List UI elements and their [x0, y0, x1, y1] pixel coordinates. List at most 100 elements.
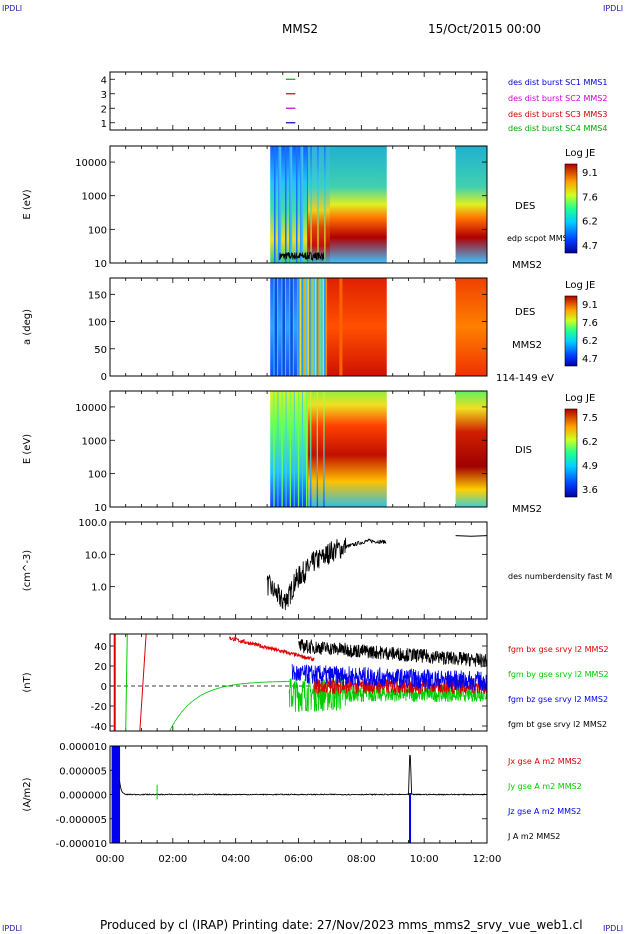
spectrogram-column: [292, 146, 297, 263]
legend-entry: Jz gse A m2 MMS2: [507, 807, 581, 816]
spectrogram-column: [329, 146, 387, 263]
y-tick-label: 0.000010: [59, 742, 107, 753]
spectrogram-column: [293, 278, 298, 376]
spectrogram-column: [282, 391, 286, 507]
spectrogram-column: [274, 391, 278, 507]
footer-text: Produced by cl (IRAP) Printing date: 27/…: [100, 918, 583, 932]
corner-label-tl: IPDLI: [2, 4, 22, 13]
colorbar-tick-label: 6.2: [582, 217, 598, 228]
spectrogram-column: [306, 146, 309, 263]
legend-entry: des numberdensity fast M: [508, 572, 612, 581]
time-tick-label: 08:00: [347, 854, 376, 865]
spectrogram-column: [292, 278, 295, 376]
jz-spike: [111, 746, 121, 843]
y-tick-label: 40: [94, 642, 107, 653]
spectrogram-column: [278, 146, 280, 263]
spectrogram-column: [290, 146, 293, 263]
spectrogram-column: [316, 278, 319, 376]
spectrogram-column: [315, 278, 317, 376]
panel-des-pitch: 0 50 100 150 a (deg) DES MMS2 114-149 eV Log JE 9…: [22, 277, 598, 384]
colorbar: [564, 163, 578, 254]
spectrogram-column: [289, 391, 292, 507]
time-tick-label: 04:00: [221, 854, 250, 865]
panel-density: 1.0 10.0 100.0 (cm^-3) des numberdensity fas…: [22, 518, 612, 620]
y-axis-label: (nT): [22, 672, 33, 692]
legend-entry: des dist burst SC1 MMS1: [508, 78, 607, 87]
spectrogram-column: [301, 146, 304, 263]
spectrogram-column: [295, 146, 298, 263]
legend-entry: Jy gse A m2 MMS2: [507, 782, 582, 791]
y-tick-label: -20: [91, 702, 107, 713]
y-tick-label: 100: [88, 318, 107, 329]
y-tick-label: 10.0: [85, 550, 107, 561]
spectrogram-column: [321, 278, 323, 376]
colorbar-tick-label: 7.5: [582, 413, 598, 424]
spectrogram-column: [455, 278, 488, 376]
spectrogram-column: [298, 278, 299, 376]
spectrogram-column: [278, 278, 282, 376]
spectrogram-column: [311, 146, 316, 263]
spectrogram-column: [289, 146, 291, 263]
spectrogram-column: [301, 278, 304, 376]
y-tick-label: 100.0: [78, 518, 107, 529]
y-tick-label: 10000: [75, 403, 107, 414]
y-tick-label: 1000: [82, 192, 107, 203]
y-tick-label: 1: [101, 119, 107, 130]
y-tick-label: 10: [94, 259, 107, 270]
time-tick-label: 00:00: [96, 854, 125, 865]
spectrogram-column: [326, 278, 340, 376]
spectrogram-column: [279, 146, 282, 263]
spectrogram-column: [306, 278, 308, 376]
spectrogram-column: [281, 391, 284, 507]
overlay-label: edp scpot MMS2: [507, 234, 573, 243]
spectrogram-column: [296, 278, 299, 376]
spectrogram-column: [270, 146, 275, 263]
corner-label-br: IPDLI: [603, 924, 623, 933]
spacecraft-label: MMS2: [512, 340, 542, 351]
spectrogram-column: [318, 146, 323, 263]
spectrogram-column: [318, 278, 321, 376]
y-axis-label: (cm^-3): [22, 550, 33, 591]
spectrogram-column: [324, 391, 329, 507]
spectrogram-column: [278, 391, 282, 507]
y-tick-label: 10: [94, 503, 107, 514]
y-tick-label: 10000: [75, 158, 107, 169]
panel-field: -40 -20 0 20 40 (nT) fgm bx gse srvy l2 MMS2 fg…: [22, 633, 609, 733]
spectrogram-column: [306, 391, 308, 507]
y-tick-label: -40: [91, 722, 107, 733]
spectrogram-column: [300, 146, 302, 263]
spectrogram-column: [307, 146, 311, 263]
colorbar-tick-label: 7.6: [582, 318, 598, 329]
spectrogram-column: [293, 391, 296, 507]
spectrogram-column: [286, 391, 291, 507]
panel-frame: [109, 145, 488, 264]
spectrogram-column: [310, 146, 312, 263]
spectrogram-column: [323, 278, 327, 376]
y-tick-label: 3: [101, 90, 107, 101]
spectrogram-column: [324, 146, 326, 263]
spectrogram-column: [298, 278, 301, 376]
spectrogram-column: [273, 278, 275, 376]
spectrogram-column: [297, 391, 300, 507]
spectrogram-column: [321, 146, 325, 263]
spectrogram-column: [285, 391, 287, 507]
y-tick-label: -0.000005: [56, 815, 107, 826]
spectrogram-column: [303, 278, 306, 376]
bz-series: [291, 664, 488, 691]
spectrogram-column: [273, 391, 275, 507]
spectrogram-column: [321, 391, 324, 507]
j-series: [118, 755, 488, 796]
spectrogram-column: [284, 278, 287, 376]
panel-burst: 1 2 3 4 des dist burst SC1 MMS1 des dist burs…: [101, 71, 607, 133]
energy-range-label: 114-149 eV: [496, 373, 554, 384]
y-tick-label: 100: [88, 225, 107, 236]
y-tick-label: 2: [101, 104, 107, 115]
figure-title: MMS2: [282, 22, 318, 36]
legend-entry: fgm bt gse srvy l2 MMS2: [508, 720, 607, 729]
spectrogram-column: [319, 278, 322, 376]
spectrogram-column: [317, 391, 322, 507]
y-tick-label: 1000: [82, 436, 107, 447]
panel-dis-energy: 10 100 1000 10000 E (eV) DIS MMS2 Log JE 7.5 6.2 4…: [22, 390, 598, 515]
corner-label-tr: IPDLI: [603, 4, 623, 13]
y-tick-label: 100: [88, 470, 107, 481]
